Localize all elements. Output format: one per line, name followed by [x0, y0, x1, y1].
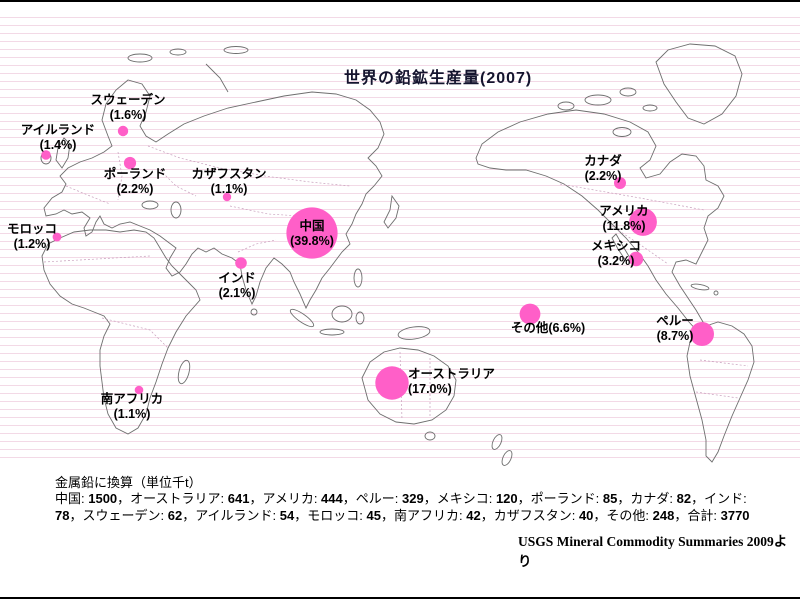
- bubble-poland: [123, 156, 137, 170]
- bubble-sweden: [117, 125, 129, 137]
- island-cuba: [690, 283, 710, 291]
- border-russia-south: [147, 145, 351, 187]
- continent-north-america: [475, 109, 725, 334]
- island-java: [319, 328, 345, 336]
- continent-greenland: [655, 43, 743, 125]
- bubble-mexico: [628, 251, 644, 267]
- bubble-kazakhstan: [222, 192, 232, 202]
- country-label-canada: カナダ (2.2%): [584, 154, 622, 183]
- island-borneo: [331, 305, 353, 323]
- bubble-india: [235, 257, 247, 269]
- peninsula-baja: [611, 233, 631, 262]
- continent-australia: [361, 347, 457, 425]
- bubble-australia: [375, 366, 409, 400]
- island-new-zealand-south: [501, 450, 513, 466]
- bubble-usa: [629, 208, 657, 236]
- island-iceland: [612, 127, 632, 137]
- country-label-india: インド (2.1%): [218, 271, 256, 300]
- bubble-china: [286, 207, 338, 259]
- border-us-mexico: [611, 225, 669, 265]
- country-label-peru: ペルー (8.7%): [656, 314, 694, 343]
- island-svalbard: [127, 53, 153, 63]
- top-border-line: [0, 0, 800, 2]
- border-india-north: [237, 239, 277, 253]
- island-arctic-canada-4: [642, 104, 658, 112]
- country-label-china: 中国 (39.8%): [290, 219, 334, 248]
- country-label-others: その他(6.6%): [510, 321, 586, 335]
- country-label-ireland: アイルランド (1.4%): [20, 123, 96, 152]
- caspian-sea: [170, 201, 182, 219]
- border-sahara: [43, 255, 151, 263]
- border-europe-2: [117, 151, 123, 201]
- island-madagascar: [177, 359, 191, 385]
- continent-south-america: [686, 321, 755, 463]
- island-new-zealand-north: [491, 434, 503, 450]
- bottom-border-line: [0, 597, 800, 599]
- bubble-southafrica: [134, 385, 144, 395]
- continent-africa: [41, 229, 201, 435]
- continent-eurasia: [43, 79, 385, 310]
- border-south-america-1: [699, 359, 749, 367]
- border-africa-central: [101, 317, 169, 349]
- island-great-britain: [55, 137, 71, 169]
- black-sea: [141, 200, 159, 210]
- island-japan: [383, 194, 400, 229]
- country-label-morocco: モロッコ (1.2%): [6, 222, 57, 251]
- island-arctic-canada-2: [619, 87, 637, 97]
- bubble-others: [519, 303, 541, 325]
- bubble-morocco: [52, 232, 62, 242]
- island-sri-lanka: [250, 308, 258, 316]
- island-novaya-zemlya: [205, 63, 229, 93]
- bubble-peru: [690, 322, 714, 346]
- country-label-southafrica: 南アフリカ (1.1%): [100, 392, 164, 421]
- border-australia-1: [399, 351, 403, 421]
- world-map: [40, 43, 755, 466]
- footer-values: 中国: 1500，オーストラリア: 641，アメリカ: 444，ペルー: 329…: [55, 491, 750, 523]
- country-label-poland: ポーランド (2.2%): [103, 167, 167, 196]
- country-label-australia: オーストラリア (17.0%): [408, 367, 495, 396]
- footer-heading: 金属鉛に換算（単位千t）: [55, 475, 202, 490]
- border-us-canada: [559, 183, 705, 211]
- country-label-usa: アメリカ (11.8%): [599, 204, 649, 233]
- border-kazakhstan: [159, 169, 197, 197]
- island-philippines: [353, 268, 363, 288]
- border-china-west: [229, 205, 301, 217]
- island-sumatra: [289, 308, 315, 328]
- island-franz-josef: [169, 48, 187, 56]
- country-label-kazakhstan: カザフスタン (1.1%): [191, 167, 267, 196]
- island-severnaya: [223, 46, 249, 54]
- source-credit: USGS Mineral Commodity Summaries 2009より: [518, 534, 788, 569]
- bubble-canada: [614, 177, 626, 189]
- island-new-guinea: [397, 326, 431, 340]
- island-hispaniola: [713, 290, 719, 296]
- country-label-sweden: スウェーデン (1.6%): [90, 93, 166, 122]
- country-label-mexico: メキシコ (3.2%): [590, 239, 641, 268]
- island-arctic-canada-3: [557, 101, 575, 111]
- page-title: 世界の鉛鉱生産量(2007): [344, 70, 533, 87]
- border-europe-1: [65, 185, 111, 205]
- island-tasmania: [424, 431, 436, 441]
- island-arctic-canada-1: [584, 94, 612, 106]
- bubble-ireland: [41, 150, 51, 160]
- island-sulawesi: [355, 311, 365, 325]
- border-south-america-2: [695, 391, 739, 399]
